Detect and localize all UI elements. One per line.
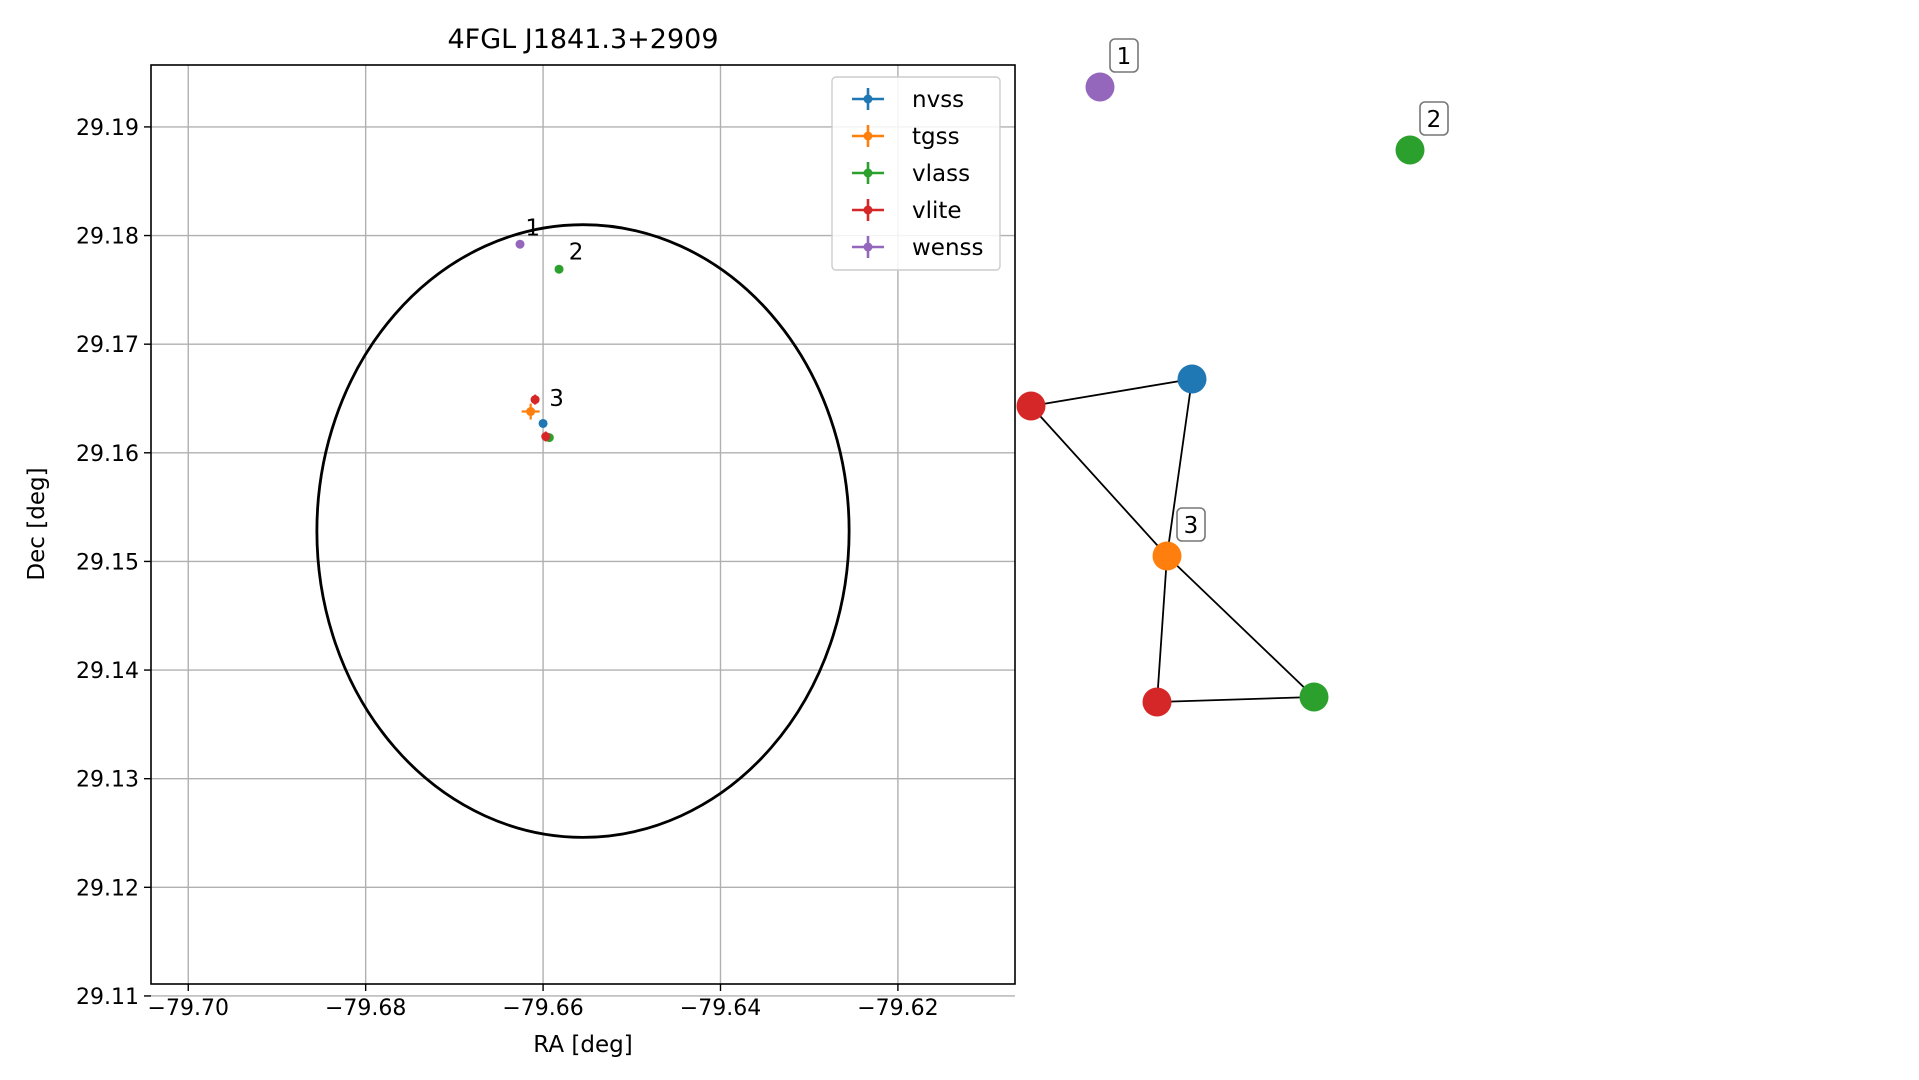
legend-label: wenss (912, 235, 984, 261)
network-node-vlass-2 (1395, 135, 1425, 165)
network-node-label: 1 (1109, 38, 1139, 73)
legend-label: vlass (912, 161, 970, 187)
legend-box (831, 76, 1001, 271)
y-tick-label: 29.13 (76, 768, 139, 793)
x-tick-label: −79.64 (680, 996, 761, 1021)
legend-entry-vlite: vlite (852, 198, 962, 224)
network-edge (1030, 405, 1168, 557)
legend-label: nvss (912, 87, 964, 113)
network-panel: 1 2 3 (1016, 38, 1449, 717)
y-tick-label: 29.14 (76, 659, 139, 684)
data-point-vlass (554, 264, 564, 274)
y-axis-label: Dec [deg] (24, 467, 50, 580)
legend-entries: nvss tgss vlass vlite wenss (852, 87, 984, 261)
legend-entry-tgss: tgss (852, 124, 960, 150)
network-node-vlass-b (1299, 682, 1329, 712)
point-annotation: 2 (569, 239, 584, 265)
x-tick-label: −79.62 (857, 996, 938, 1021)
network-node-vlite-b (1142, 687, 1172, 717)
network-edge (1030, 378, 1193, 407)
y-tick-label: 29.12 (76, 876, 139, 901)
legend-label: tgss (912, 124, 960, 150)
svg-text:3: 3 (1184, 513, 1199, 539)
data-point-wenss (515, 239, 525, 249)
x-tick-label: −79.70 (148, 996, 229, 1021)
data-point-vlite (530, 394, 540, 405)
svg-text:1: 1 (1117, 44, 1132, 70)
network-edge (1166, 378, 1193, 557)
legend: nvss tgss vlass vlite wenss (831, 76, 1001, 271)
chart-title: 4FGL J1841.3+2909 (447, 24, 718, 55)
network-edge (1166, 555, 1315, 698)
legend-label: vlite (912, 198, 962, 224)
network-node-tgss-3 (1152, 541, 1182, 571)
network-edge (1156, 696, 1315, 703)
points-layer (515, 239, 564, 443)
legend-entry-wenss: wenss (852, 235, 984, 261)
legend-entry-vlass: vlass (852, 161, 970, 187)
point-annotation: 3 (549, 386, 564, 412)
network-node-wenss-1 (1085, 72, 1115, 102)
network-node-label: 2 (1419, 101, 1449, 136)
scatter-panel: 1 2 3 −79.70 −79.68 −79.66 −79.64 −79.62 29.11… (24, 24, 1016, 1058)
data-point-tgss (521, 403, 540, 420)
data-point-vlite (541, 431, 551, 442)
x-tick-label: −79.66 (502, 996, 583, 1021)
grid-layer (151, 65, 1015, 997)
network-node-label: 3 (1176, 507, 1206, 542)
x-axis-label: RA [deg] (533, 1032, 632, 1058)
svg-text:2: 2 (1427, 107, 1442, 133)
error-ellipse (315, 223, 851, 839)
ellipse-layer (315, 223, 851, 839)
x-tick-label: −79.68 (325, 996, 406, 1021)
y-tick-label: 29.19 (76, 116, 139, 141)
network-node-nvss (1177, 364, 1207, 394)
y-tick-label: 29.11 (76, 985, 139, 1010)
x-axis-ticks: −79.70 −79.68 −79.66 −79.64 −79.62 (148, 984, 939, 1021)
annotation-layer: 1 2 3 (525, 216, 583, 413)
network-nodes (1016, 72, 1425, 717)
y-tick-label: 29.17 (76, 333, 139, 358)
network-edge (1156, 555, 1168, 703)
y-tick-label: 29.16 (76, 442, 139, 467)
y-axis-ticks: 29.11 29.12 29.13 29.14 29.15 29.16 29.17 29.18… (76, 116, 151, 1010)
plot-frame (150, 64, 1016, 985)
y-tick-label: 29.15 (76, 550, 139, 575)
network-edges (1030, 378, 1315, 703)
y-tick-label: 29.18 (76, 225, 139, 250)
data-point-nvss (538, 418, 548, 428)
network-node-vlite-a (1016, 391, 1046, 421)
network-node-labels: 1 2 3 (1109, 38, 1449, 542)
point-annotation: 1 (525, 216, 540, 242)
legend-entry-nvss: nvss (852, 87, 964, 113)
